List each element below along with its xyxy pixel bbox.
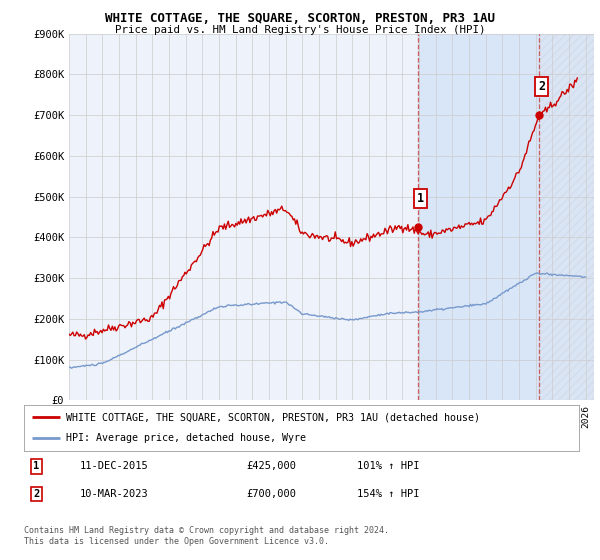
Text: 1: 1 xyxy=(417,192,424,205)
Text: £700,000: £700,000 xyxy=(246,489,296,499)
Text: 11-DEC-2015: 11-DEC-2015 xyxy=(79,461,148,472)
Text: 154% ↑ HPI: 154% ↑ HPI xyxy=(357,489,419,499)
Text: £425,000: £425,000 xyxy=(246,461,296,472)
Bar xyxy=(418,34,539,400)
Text: 101% ↑ HPI: 101% ↑ HPI xyxy=(357,461,419,472)
Text: WHITE COTTAGE, THE SQUARE, SCORTON, PRESTON, PR3 1AU: WHITE COTTAGE, THE SQUARE, SCORTON, PRES… xyxy=(105,12,495,25)
Text: HPI: Average price, detached house, Wyre: HPI: Average price, detached house, Wyre xyxy=(65,433,305,444)
Text: Contains HM Land Registry data © Crown copyright and database right 2024.
This d: Contains HM Land Registry data © Crown c… xyxy=(24,526,389,546)
Text: 10-MAR-2023: 10-MAR-2023 xyxy=(79,489,148,499)
Bar xyxy=(539,34,594,400)
Text: 2: 2 xyxy=(33,489,40,499)
Text: 2: 2 xyxy=(538,80,545,93)
Text: 1: 1 xyxy=(33,461,40,472)
Text: WHITE COTTAGE, THE SQUARE, SCORTON, PRESTON, PR3 1AU (detached house): WHITE COTTAGE, THE SQUARE, SCORTON, PRES… xyxy=(65,412,479,422)
Text: Price paid vs. HM Land Registry's House Price Index (HPI): Price paid vs. HM Land Registry's House … xyxy=(115,25,485,35)
